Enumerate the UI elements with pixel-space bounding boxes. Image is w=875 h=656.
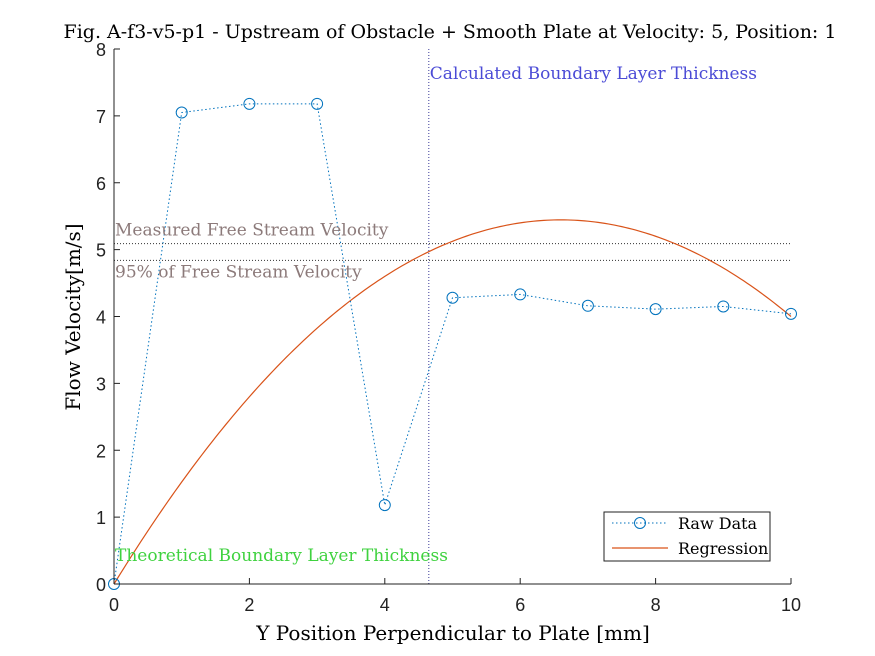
reference-line-label: Measured Free Stream Velocity — [115, 221, 389, 241]
x-tick-label: 10 — [781, 595, 801, 615]
reference-lines — [114, 49, 791, 584]
legend: Raw Data Regression — [603, 511, 771, 562]
y-tick-label: 8 — [96, 40, 106, 60]
raw-data-point — [649, 303, 662, 316]
raw-data-point — [514, 288, 527, 301]
raw-data-point — [446, 291, 459, 304]
regression-series — [113, 219, 792, 585]
y-tick-label: 5 — [96, 241, 106, 261]
axes — [113, 48, 792, 585]
y-tick-label: 4 — [96, 308, 106, 328]
x-tick-label: 0 — [109, 595, 119, 615]
regression-curve — [113, 219, 792, 585]
reference-labels: Measured Free Stream Velocity 95% of Free… — [115, 64, 757, 566]
reference-line-label: Calculated Boundary Layer Thickness — [430, 64, 757, 84]
raw-data-point — [175, 106, 188, 119]
x-tick-label: 8 — [651, 595, 661, 615]
x-tick-label: 2 — [244, 595, 254, 615]
y-axis-label: Flow Velocity[m/s] — [61, 223, 85, 410]
reference-line-label: Theoretical Boundary Layer Thickness — [115, 546, 448, 566]
tick-labels: 0 2 4 6 8 10 0 1 2 3 4 5 6 7 8 — [96, 40, 801, 615]
raw-data-point — [581, 299, 594, 312]
y-tick-label: 3 — [96, 374, 106, 394]
raw-data-series — [108, 97, 797, 590]
raw-data-point — [311, 97, 324, 110]
raw-data-point — [785, 307, 797, 320]
raw-data-line — [113, 103, 792, 585]
y-tick-label: 2 — [96, 441, 106, 461]
raw-data-point — [378, 499, 391, 512]
x-tick-label: 6 — [515, 595, 525, 615]
reference-line-label: 95% of Free Stream Velocity — [115, 262, 362, 282]
x-tick-label: 4 — [380, 595, 390, 615]
legend-box — [603, 511, 771, 562]
y-tick-label: 1 — [96, 508, 106, 528]
legend-regression-label: Regression — [678, 539, 768, 558]
y-tick-label: 6 — [96, 174, 106, 194]
chart-title: Fig. A-f3-v5-p1 - Upstream of Obstacle +… — [64, 21, 837, 43]
legend-raw-swatch-marker — [634, 517, 646, 529]
y-tick-label: 0 — [96, 575, 106, 595]
legend-raw-label: Raw Data — [678, 514, 758, 533]
raw-data-point — [717, 300, 730, 313]
y-tick-label: 7 — [96, 107, 106, 127]
raw-data-point — [243, 97, 256, 110]
x-axis-label: Y Position Perpendicular to Plate [mm] — [255, 621, 650, 645]
